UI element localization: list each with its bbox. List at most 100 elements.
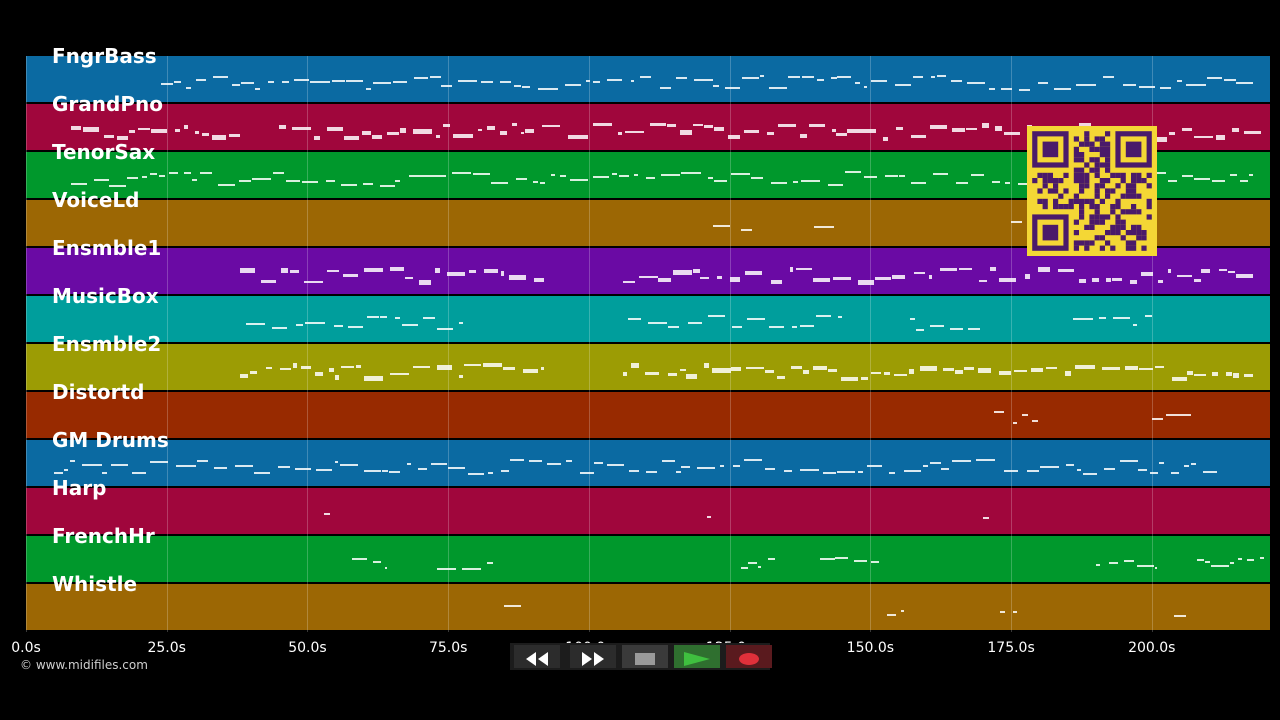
midi-note — [720, 465, 724, 467]
midi-note — [896, 127, 904, 130]
midi-note — [894, 374, 908, 376]
midi-note — [277, 466, 291, 468]
midi-note — [422, 317, 435, 319]
record-button[interactable] — [726, 645, 772, 668]
midi-note — [631, 80, 635, 82]
midi-note — [913, 272, 925, 274]
midi-note — [1184, 465, 1190, 467]
midi-note — [949, 328, 963, 330]
midi-note — [703, 363, 709, 368]
midi-note — [1106, 278, 1112, 282]
midi-note — [1130, 280, 1138, 284]
midi-note — [533, 181, 539, 183]
midi-note — [657, 278, 671, 282]
midi-note — [316, 469, 333, 471]
rewind-icon — [526, 651, 548, 666]
midi-note — [686, 374, 697, 379]
midi-note — [314, 372, 323, 376]
midi-note — [293, 79, 309, 81]
midi-note — [394, 317, 401, 319]
play-button[interactable] — [674, 645, 720, 668]
midi-note — [819, 558, 835, 560]
midi-note — [746, 318, 766, 320]
midi-note — [929, 462, 941, 464]
midi-note — [1194, 279, 1201, 282]
time-tick-label: 75.0s — [428, 640, 468, 656]
midi-note — [895, 84, 911, 86]
track-lane — [26, 296, 1270, 344]
midi-note — [520, 132, 525, 134]
midi-note — [930, 76, 936, 78]
midi-note — [333, 325, 343, 327]
midi-note — [482, 363, 502, 367]
midi-note — [1236, 82, 1254, 84]
midi-note — [1231, 128, 1239, 132]
midi-note — [467, 473, 484, 475]
midi-note — [666, 124, 676, 127]
midi-note — [1079, 123, 1092, 127]
midi-note — [1168, 180, 1177, 182]
midi-note — [1159, 87, 1171, 89]
midi-note — [815, 315, 831, 317]
midi-note — [197, 460, 208, 462]
time-tick-label: 200.0s — [1128, 640, 1176, 656]
midi-note — [185, 87, 191, 89]
midi-note — [863, 86, 868, 88]
midi-note — [1018, 89, 1030, 91]
midi-note — [783, 470, 793, 472]
midi-note — [866, 465, 883, 467]
midi-note — [1149, 472, 1158, 474]
midi-note — [488, 472, 493, 474]
midi-note — [1238, 558, 1243, 560]
midi-note — [836, 133, 848, 136]
midi-note — [593, 81, 601, 83]
midi-note — [228, 134, 240, 137]
midi-note — [393, 81, 407, 83]
midi-note — [373, 561, 381, 563]
midi-note — [128, 130, 135, 133]
gridline — [166, 56, 168, 632]
midi-note — [184, 172, 191, 174]
midi-note — [1233, 373, 1240, 378]
midi-note — [251, 178, 271, 180]
rewind-button[interactable] — [514, 645, 560, 668]
track-lane — [26, 248, 1270, 296]
stop-button[interactable] — [622, 645, 668, 668]
midi-note — [301, 181, 319, 183]
gridline — [588, 56, 590, 632]
midi-note — [202, 133, 210, 136]
midi-note — [740, 229, 753, 231]
midi-note — [295, 324, 304, 326]
midi-note — [501, 470, 509, 472]
midi-note — [508, 275, 526, 280]
midi-note — [751, 177, 764, 179]
midi-note — [728, 135, 741, 139]
gridline — [1011, 56, 1013, 632]
midi-note — [71, 126, 81, 130]
midi-note — [870, 561, 880, 563]
midi-note — [741, 77, 760, 79]
fast-forward-button[interactable] — [570, 645, 616, 668]
midi-note — [484, 269, 498, 273]
midi-note — [569, 179, 589, 181]
midi-note — [1140, 272, 1154, 276]
midi-note — [200, 172, 213, 174]
track-label: Whistle — [52, 572, 138, 596]
midi-note — [448, 467, 465, 469]
midi-note — [192, 179, 198, 181]
midi-note — [730, 277, 740, 282]
fast-forward-icon — [582, 651, 604, 666]
midi-note — [1065, 464, 1074, 466]
midi-note — [884, 175, 898, 177]
midi-note — [367, 316, 380, 318]
midi-note — [844, 171, 861, 173]
midi-note — [991, 181, 1001, 183]
midi-note — [1109, 562, 1118, 564]
midi-note — [343, 274, 358, 277]
midi-note — [838, 316, 843, 318]
midi-note — [346, 80, 363, 82]
midi-note — [593, 462, 604, 464]
midi-note — [1193, 178, 1210, 180]
midi-note — [713, 180, 727, 182]
midi-note — [1246, 559, 1254, 561]
